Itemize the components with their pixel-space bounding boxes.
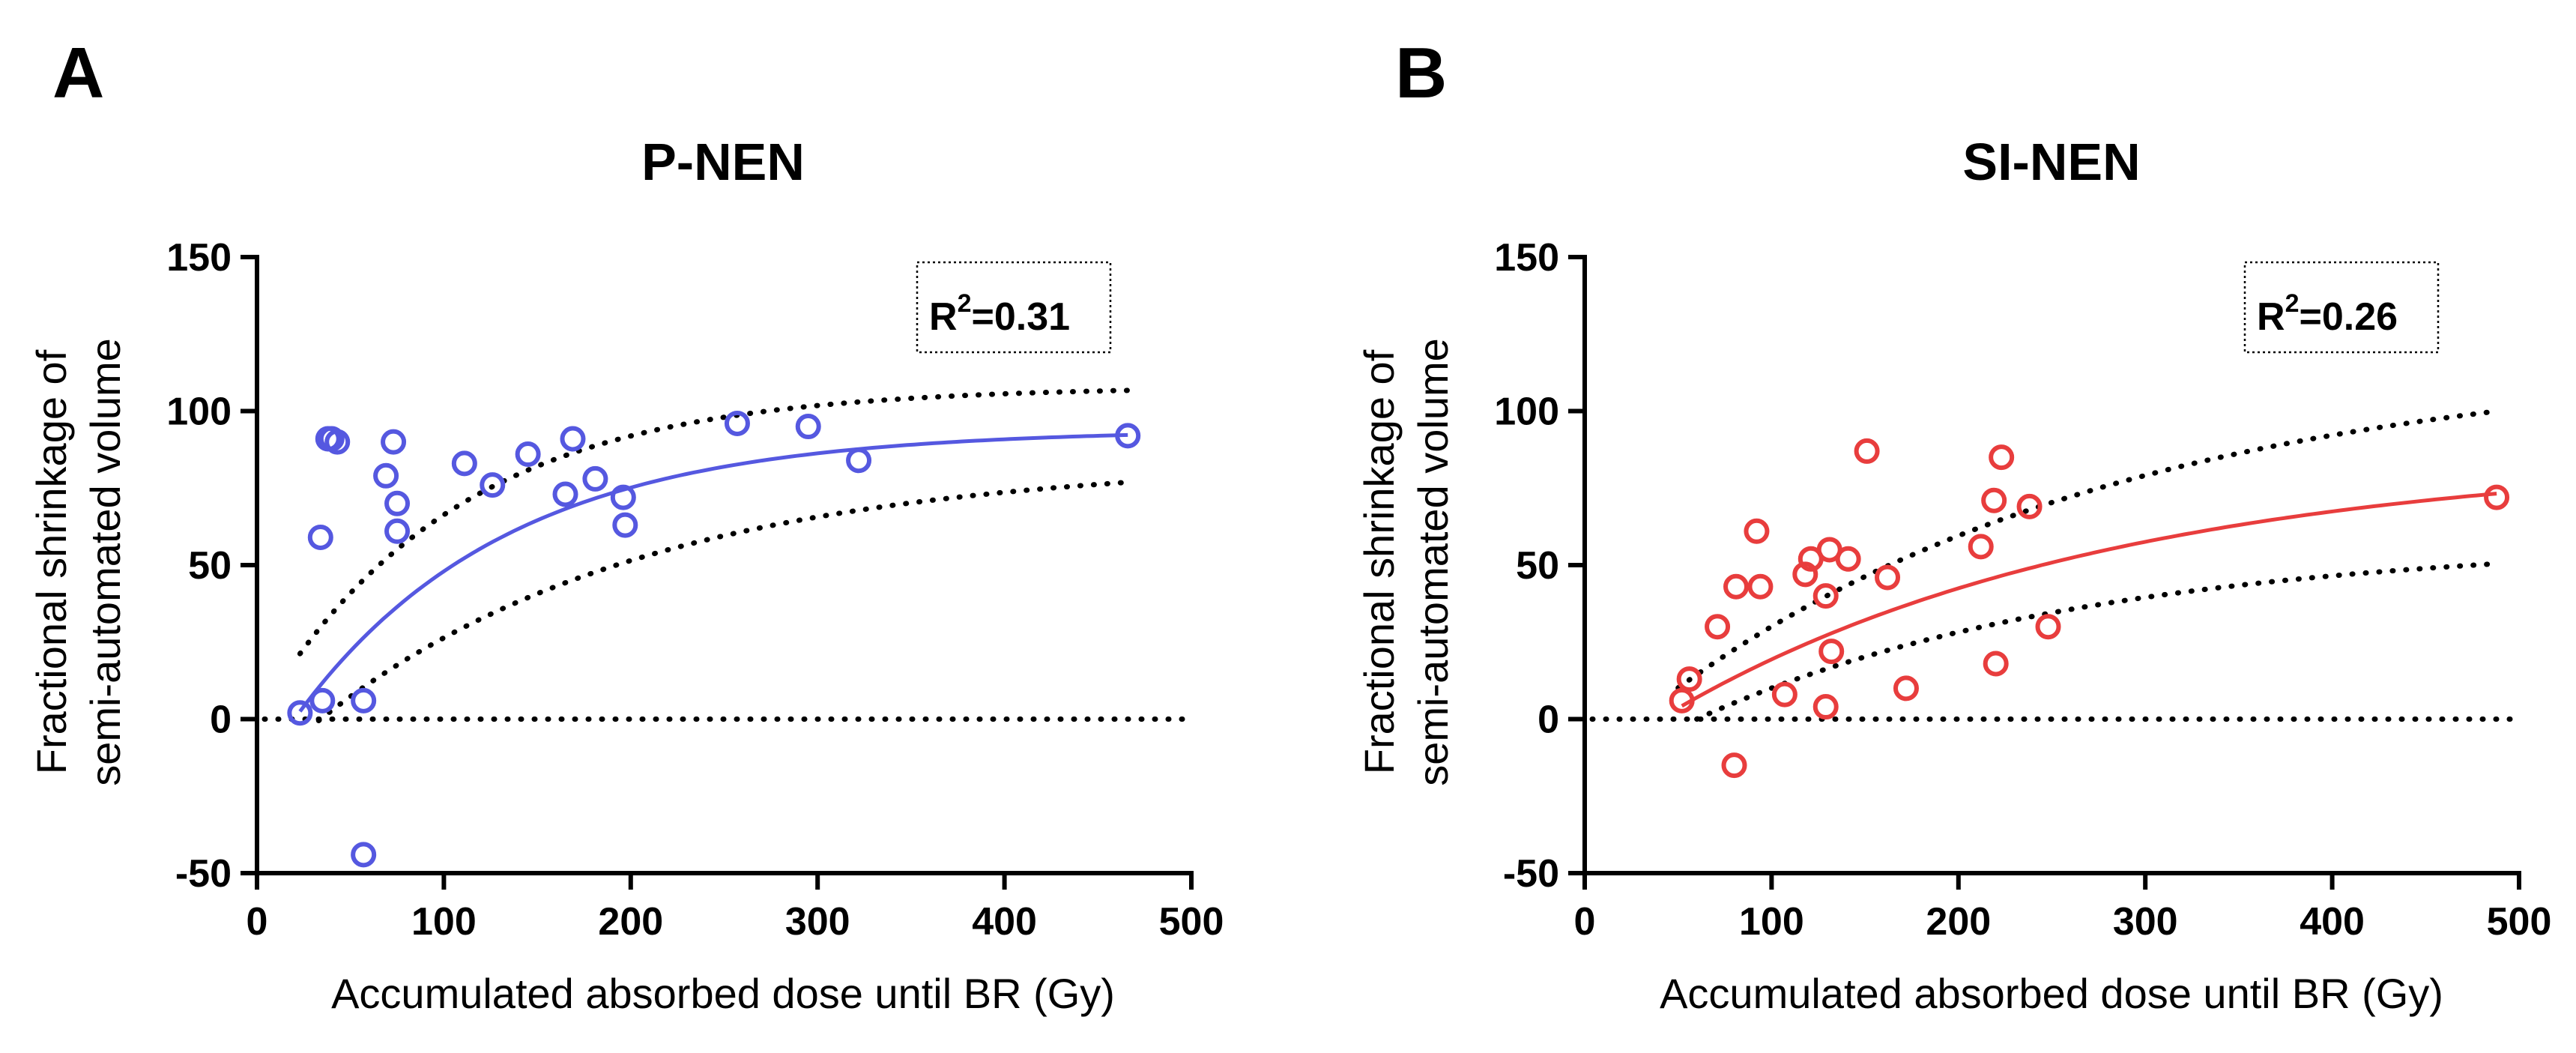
panel-b-y-axis-label-line2: semi-automated volume bbox=[1409, 338, 1457, 786]
panel-a-plot: -50 0 50 100 150 0 100 200 300 400 500 bbox=[166, 236, 1224, 944]
panel-a-r2-exponent: 2 bbox=[958, 289, 972, 318]
panel-b-data-point bbox=[1705, 614, 1731, 640]
panel-b-data-point bbox=[1989, 444, 2015, 471]
panel-a-y-tick-label: 0 bbox=[210, 699, 232, 742]
panel-a-y-tick-label: -50 bbox=[175, 852, 232, 896]
panel-b-y-tick-label: 150 bbox=[1494, 236, 1559, 280]
panel-b-r2-prefix: R bbox=[2257, 295, 2285, 339]
panel-a-fit-curve bbox=[298, 432, 1128, 713]
panel-a-x-tick-label: 300 bbox=[785, 900, 850, 944]
panel-a-r2-prefix: R bbox=[929, 295, 958, 339]
panel-b-data-point bbox=[1721, 752, 1747, 779]
panel-a-x-axis-label: Accumulated absorbed dose until BR (Gy) bbox=[331, 970, 1115, 1017]
panel-a-data-point bbox=[451, 450, 477, 477]
panel-a-y-tick-label: 50 bbox=[188, 544, 232, 588]
panel-a-data-point bbox=[515, 441, 541, 468]
panel-b-data-point bbox=[1818, 639, 1845, 665]
panel-b-letter: B bbox=[1395, 33, 1447, 113]
panel-a-data-point bbox=[480, 472, 506, 498]
panel-a-data-point bbox=[795, 414, 821, 440]
panel-a-x-tick-label: 100 bbox=[411, 900, 477, 944]
panel-b-x-tick-label: 100 bbox=[1739, 900, 1804, 944]
panel-b-x-tick-label: 500 bbox=[2487, 900, 2552, 944]
panel-b-title: SI-NEN bbox=[1962, 133, 2140, 191]
panel-a-ci-upper bbox=[297, 387, 1131, 657]
panel-b-y-tick-label: 100 bbox=[1494, 390, 1559, 434]
panel-b-y-axis-label-line1: Fractional shrinkage of bbox=[1355, 349, 1403, 774]
panel-b-data-point bbox=[2484, 484, 2510, 510]
panel-a-data-point bbox=[724, 410, 750, 436]
panel-b-y-tick-label: -50 bbox=[1503, 852, 1559, 896]
panel-b-r2-value: =0.26 bbox=[2299, 295, 2398, 339]
panel-b-data-point bbox=[1744, 518, 1770, 544]
panel-b-data-point bbox=[1893, 675, 1919, 702]
panel-a-data-point bbox=[582, 465, 608, 492]
panel-a-r2-label: R2=0.31 bbox=[929, 289, 1070, 339]
panel-a-data-point bbox=[307, 525, 333, 551]
panel-b-ci-lower bbox=[1694, 561, 2500, 722]
panel-a-y-axis-label-line2: semi-automated volume bbox=[82, 338, 129, 786]
panel-b-data-point bbox=[1771, 681, 1798, 707]
panel-b-fit-curve bbox=[1681, 492, 2497, 708]
panel-b-x-tick-label: 400 bbox=[2300, 900, 2365, 944]
panel-b-data-point bbox=[1812, 694, 1839, 720]
panel-a-x-tick-label: 500 bbox=[1159, 900, 1224, 944]
panel-b-data-point bbox=[1747, 573, 1774, 600]
panel-a-data-point bbox=[287, 700, 313, 726]
panel-a-x-tick-label: 0 bbox=[247, 900, 268, 944]
panel-b-data-point bbox=[1981, 487, 2007, 513]
panel-b-ci-upper bbox=[1675, 408, 2500, 691]
panel-b-r2-exponent: 2 bbox=[2285, 289, 2300, 318]
panel-a-data-point bbox=[384, 518, 411, 544]
panel-a-data-point bbox=[318, 426, 345, 452]
panel-b-data-point bbox=[1676, 666, 1702, 693]
panel-b-data-point bbox=[2016, 493, 2043, 519]
panel-b-data-point bbox=[1669, 687, 1695, 713]
panel-b-data-point bbox=[1968, 534, 1994, 560]
panel-a-title: P-NEN bbox=[641, 133, 805, 191]
panel-b-r2-label: R2=0.26 bbox=[2257, 289, 2398, 339]
panel-a-data-point bbox=[373, 462, 399, 489]
panel-b-data-point bbox=[2035, 614, 2061, 640]
panel-a-letter: A bbox=[52, 33, 104, 113]
panel-b-x-tick-label: 200 bbox=[1926, 900, 1991, 944]
panel-b-data-point bbox=[1835, 546, 1861, 572]
panel-a-y-axis-label-line1: Fractional shrinkage of bbox=[28, 349, 75, 774]
panel-a-y-tick-label: 100 bbox=[166, 390, 232, 434]
panel-a-data-point bbox=[552, 481, 578, 507]
panel-a-data-point bbox=[612, 512, 638, 538]
panel-b-x-axis-label: Accumulated absorbed dose until BR (Gy) bbox=[1660, 970, 2443, 1017]
panel-a-ci-lower bbox=[315, 480, 1131, 723]
panel-b-y-tick-label: 0 bbox=[1538, 699, 1559, 742]
panel-b-data-point bbox=[1983, 651, 2009, 677]
panel-b-y-tick-label: 50 bbox=[1516, 544, 1559, 588]
panel-a: A P-NEN Accumulated absorbed dose until … bbox=[28, 33, 1224, 1017]
panel-b-x-tick-label: 0 bbox=[1574, 900, 1596, 944]
panel-a-data-point bbox=[560, 426, 586, 452]
panel-a-x-tick-label: 200 bbox=[598, 900, 663, 944]
panel-a-data-point bbox=[351, 842, 377, 868]
panel-b-data-point bbox=[1723, 573, 1750, 600]
panel-a-r2-box bbox=[916, 261, 1112, 354]
panel-a-x-tick-label: 400 bbox=[972, 900, 1037, 944]
panel-a-r2-value: =0.31 bbox=[971, 295, 1070, 339]
panel-b-data-point bbox=[1854, 438, 1880, 464]
panel-b-data-point bbox=[1812, 583, 1839, 609]
panel-b-x-tick-label: 300 bbox=[2113, 900, 2178, 944]
panel-b: B SI-NEN Accumulated absorbed dose until… bbox=[1355, 33, 2551, 1017]
panel-a-data-point bbox=[384, 490, 411, 516]
panel-b-plot: -50 0 50 100 150 0 100 200 300 400 500 bbox=[1494, 236, 2551, 944]
panel-a-data-point bbox=[381, 429, 407, 455]
panel-b-r2-box bbox=[2243, 261, 2440, 354]
panel-a-y-tick-label: 150 bbox=[166, 236, 232, 280]
panel-b-data-point bbox=[1792, 561, 1818, 588]
panel-a-data-point bbox=[309, 687, 336, 713]
panel-a-data-point bbox=[610, 484, 636, 510]
panel-b-data-point bbox=[1875, 564, 1901, 591]
panel-a-data-point bbox=[846, 447, 872, 474]
panel-a-data-point bbox=[351, 687, 377, 713]
panel-a-data-point bbox=[1115, 423, 1141, 449]
